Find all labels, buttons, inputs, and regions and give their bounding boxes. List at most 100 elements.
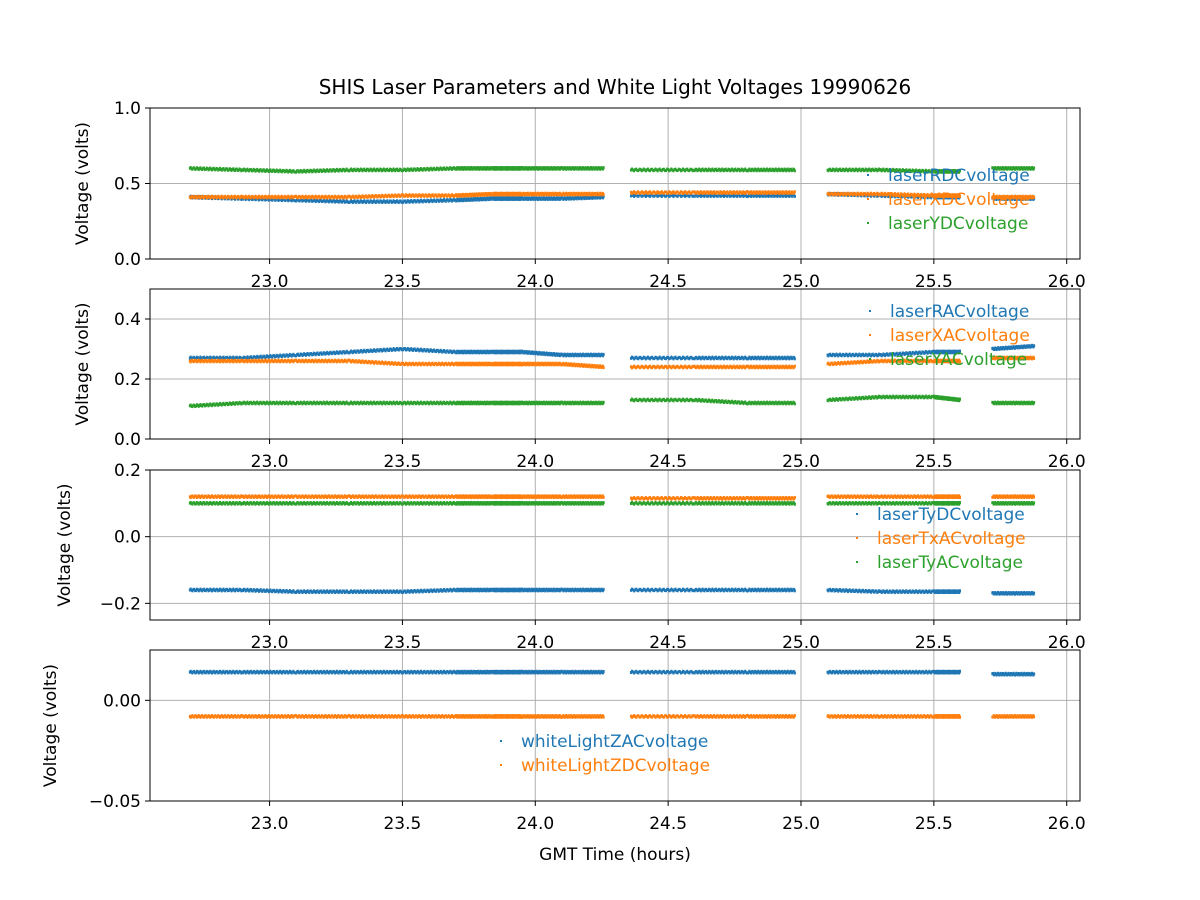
data-point xyxy=(634,168,637,172)
data-point xyxy=(646,191,649,195)
data-point xyxy=(1033,344,1036,348)
x-axis-label: GMT Time (hours) xyxy=(539,845,691,865)
data-point xyxy=(676,169,679,173)
data-point xyxy=(648,194,651,198)
data-point xyxy=(677,193,680,197)
data-point xyxy=(674,167,677,171)
data-point xyxy=(660,169,663,173)
data-point xyxy=(643,191,646,195)
data-point xyxy=(640,194,643,198)
x-tick-label: 23.0 xyxy=(251,272,289,292)
data-point xyxy=(635,191,638,195)
data-point xyxy=(641,194,644,198)
series-laserXDCvoltage xyxy=(188,190,1036,200)
data-point xyxy=(656,194,659,198)
data-point xyxy=(677,191,680,195)
data-point xyxy=(793,190,796,194)
x-tick-label: 26.0 xyxy=(1048,272,1086,292)
data-point xyxy=(691,190,694,194)
data-point xyxy=(677,167,680,171)
data-point xyxy=(678,193,681,197)
data-point xyxy=(652,169,655,173)
data-point xyxy=(958,169,961,173)
data-point xyxy=(652,194,655,198)
data-point xyxy=(636,190,639,194)
data-point xyxy=(793,364,796,368)
data-point xyxy=(644,190,647,194)
data-point xyxy=(659,168,662,172)
data-point xyxy=(602,352,605,356)
data-point xyxy=(645,191,648,195)
data-point xyxy=(670,167,673,171)
data-point xyxy=(793,357,796,361)
data-point xyxy=(686,167,689,171)
data-point xyxy=(652,190,655,194)
x-tick-label: 25.0 xyxy=(782,272,820,292)
data-point xyxy=(679,169,682,173)
data-point xyxy=(660,194,663,198)
data-point xyxy=(669,190,672,194)
subplot-2: 23.0 23.5 24.0 24.5 25.0 25.5 26.00.00.20.4Vol… xyxy=(73,288,1086,472)
data-point xyxy=(602,166,605,170)
data-point xyxy=(688,169,691,173)
y-tick-label: 0.0 xyxy=(114,250,141,270)
legend-marker xyxy=(867,174,869,176)
data-point xyxy=(644,169,647,173)
data-point xyxy=(632,191,635,195)
y-tick-label: 0.5 xyxy=(114,175,141,195)
data-point xyxy=(654,167,657,171)
data-point xyxy=(635,167,638,171)
data-point xyxy=(666,191,669,195)
subplot-1: 23.0 23.5 24.0 24.5 25.0 25.5 26.00.00.51.0Vol… xyxy=(73,99,1086,292)
data-point xyxy=(676,194,679,198)
data-point xyxy=(629,194,632,198)
data-point xyxy=(656,190,659,194)
data-point xyxy=(649,169,652,173)
data-point xyxy=(691,169,694,173)
legend-entry: laserXDCvoltage xyxy=(888,190,1030,210)
data-point xyxy=(683,168,686,172)
figure-title: SHIS Laser Parameters and White Light Vo… xyxy=(319,75,912,99)
data-point xyxy=(646,167,649,171)
data-point xyxy=(683,191,686,195)
data-point xyxy=(692,194,695,198)
data-point xyxy=(638,167,641,171)
data-point xyxy=(640,190,643,194)
data-point xyxy=(656,169,659,173)
data-point xyxy=(637,169,640,173)
data-point xyxy=(691,194,694,198)
data-point xyxy=(675,190,678,194)
data-point xyxy=(663,190,666,194)
series-laserRACvoltage xyxy=(188,343,1036,361)
data-point xyxy=(671,191,674,195)
data-point xyxy=(692,190,695,194)
data-point xyxy=(649,194,652,198)
data-point xyxy=(668,169,671,173)
subplot-panels: 23.0 23.5 24.0 24.5 25.0 25.5 26.00.00.51.0Vol… xyxy=(41,99,1086,834)
data-point xyxy=(665,168,668,172)
data-point xyxy=(1033,166,1036,170)
data-point xyxy=(680,168,683,172)
data-point xyxy=(636,194,639,198)
data-point xyxy=(683,193,686,197)
data-point xyxy=(632,193,635,197)
x-tick-label: 24.5 xyxy=(649,272,687,292)
data-point xyxy=(667,168,670,172)
data-point xyxy=(686,191,689,195)
legend-entry: laserYDCvoltage xyxy=(888,214,1028,234)
data-point xyxy=(629,190,632,194)
data-point xyxy=(639,191,642,195)
data-point xyxy=(672,169,675,173)
data-point xyxy=(657,191,660,195)
data-point xyxy=(680,194,683,198)
data-point xyxy=(642,191,645,195)
data-point xyxy=(666,167,669,171)
data-point xyxy=(689,193,692,197)
data-point xyxy=(643,168,646,172)
data-point xyxy=(653,194,656,198)
data-point xyxy=(649,190,652,194)
data-point xyxy=(654,191,657,195)
legend: laserRDCvoltagelaserXDCvoltagelaserYDCvo… xyxy=(867,166,1030,234)
